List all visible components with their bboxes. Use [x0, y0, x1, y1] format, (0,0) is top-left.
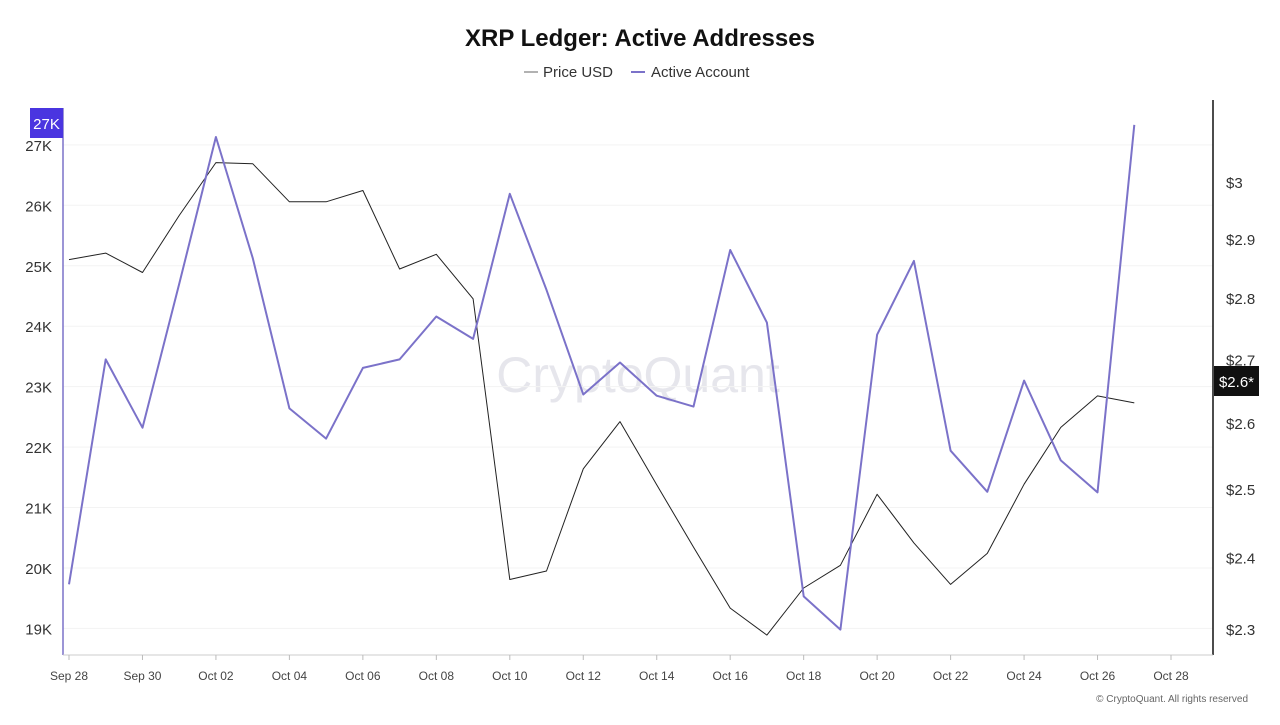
left-marker-label: 27K [33, 116, 60, 133]
x-tick-label: Oct 18 [786, 669, 822, 683]
x-tick-label: Oct 14 [639, 669, 675, 683]
x-tick-label: Oct 10 [492, 669, 528, 683]
y-left-tick-label: 24K [25, 319, 52, 336]
footer-copyright: © CryptoQuant. All rights reserved [1096, 694, 1248, 705]
y-left-tick-label: 19K [25, 621, 52, 638]
x-tick-label: Oct 26 [1080, 669, 1116, 683]
right-axis-marker: $2.6* [1214, 366, 1259, 396]
left-axis-marker: 27K [30, 108, 63, 138]
y-right-tick-label: $3 [1226, 175, 1243, 192]
legend-item-price[interactable]: Price USD [524, 64, 613, 81]
x-tick-label: Sep 28 [50, 669, 88, 683]
x-tick-label: Oct 20 [859, 669, 895, 683]
x-tick-label: Oct 28 [1153, 669, 1189, 683]
x-tick-label: Sep 30 [123, 669, 161, 683]
y-left-tick-label: 22K [25, 440, 52, 457]
y-right-tick-label: $2.3 [1226, 622, 1255, 639]
y-left-tick-label: 21K [25, 501, 52, 518]
tick-labels: 19K 20K 21K 22K 23K 24K 25K 26K 27K $2.3 $2.4 $2.5 $… [25, 138, 1255, 683]
y-left-tick-label: 27K [25, 138, 52, 155]
y-right-tick-label: $2.6 [1226, 416, 1255, 433]
x-tick-label: Oct 22 [933, 669, 969, 683]
x-tick-label: Oct 02 [198, 669, 234, 683]
watermark: CryptoQuant [496, 347, 780, 403]
legend-label-price: Price USD [543, 64, 613, 81]
legend: Price USD Active Account [524, 64, 750, 81]
legend-item-active[interactable]: Active Account [631, 64, 750, 81]
x-tick-label: Oct 16 [713, 669, 749, 683]
y-right-tick-label: $2.9 [1226, 232, 1255, 249]
y-right-tick-label: $2.8 [1226, 291, 1255, 308]
y-right-tick-label: $2.5 [1226, 482, 1255, 499]
x-tick-label: Oct 12 [566, 669, 602, 683]
y-right-tick-label: $2.4 [1226, 551, 1255, 568]
y-left-tick-label: 25K [25, 259, 52, 276]
x-tick-label: Oct 24 [1006, 669, 1042, 683]
y-left-tick-label: 26K [25, 198, 52, 215]
x-tick-label: Oct 08 [419, 669, 455, 683]
right-marker-label: $2.6* [1219, 374, 1254, 391]
series-line-active-account [69, 125, 1134, 630]
grid [63, 145, 1213, 629]
x-tick-label: Oct 04 [272, 669, 308, 683]
y-left-tick-label: 23K [25, 380, 52, 397]
x-tick-label: Oct 06 [345, 669, 381, 683]
chart-title: XRP Ledger: Active Addresses [465, 25, 815, 52]
legend-label-active: Active Account [651, 64, 750, 81]
y-left-tick-label: 20K [25, 561, 52, 578]
